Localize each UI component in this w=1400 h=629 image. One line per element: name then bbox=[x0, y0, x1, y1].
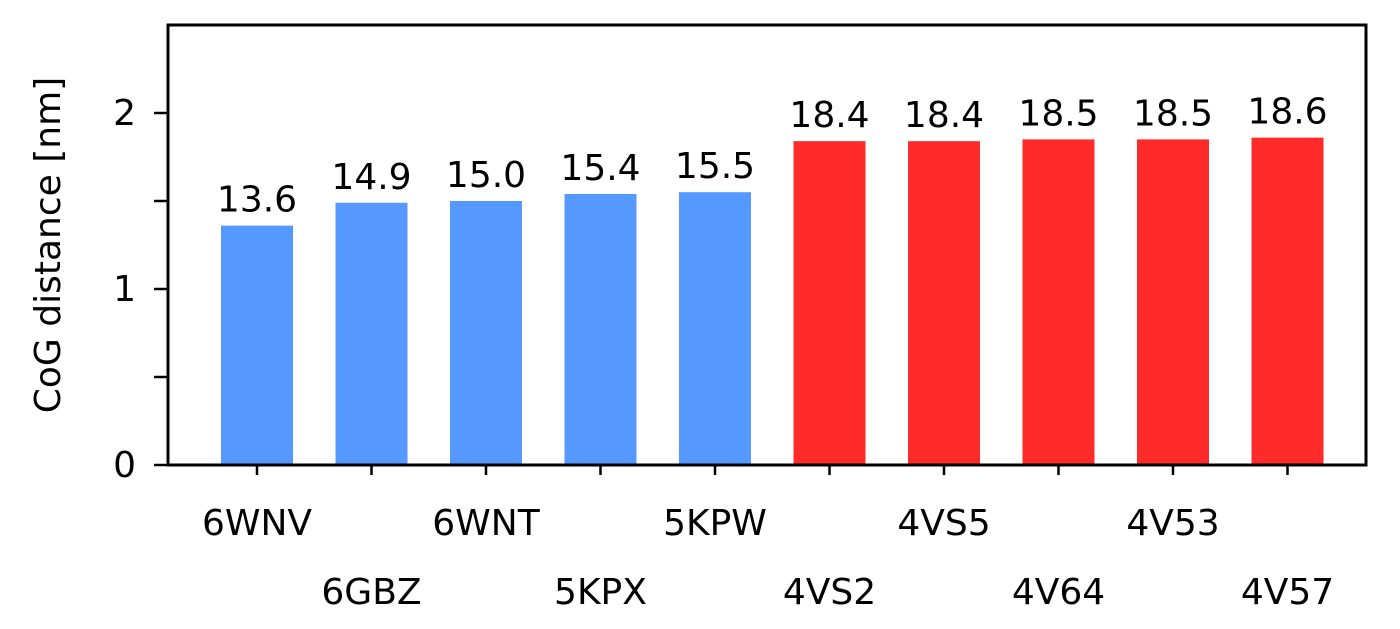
x-tick-label-4v64: 4V64 bbox=[1012, 572, 1105, 613]
x-tick-label-5kpx: 5KPX bbox=[554, 572, 647, 613]
bar-6wnv bbox=[221, 225, 293, 465]
bar-4vs5 bbox=[908, 141, 980, 465]
bar-4v57 bbox=[1251, 137, 1324, 465]
value-label-4vs2: 18.4 bbox=[789, 95, 869, 136]
y-axis-label: CoG distance [nm] bbox=[28, 77, 69, 413]
value-label-6gbz: 14.9 bbox=[331, 157, 411, 198]
y-tick-label: 2 bbox=[113, 93, 136, 134]
value-label-6wnv: 13.6 bbox=[217, 180, 297, 221]
value-label-6wnt: 15.0 bbox=[446, 155, 526, 196]
value-label-4vs5: 18.4 bbox=[904, 95, 984, 136]
bar-4v64 bbox=[1022, 139, 1095, 465]
x-tick-label-5kpw: 5KPW bbox=[663, 503, 767, 544]
bar-5kpw bbox=[679, 192, 751, 465]
x-tick-label-4vs2: 4VS2 bbox=[783, 572, 876, 613]
x-tick-label-6wnt: 6WNT bbox=[432, 503, 540, 544]
value-label-4v53: 18.5 bbox=[1133, 93, 1213, 134]
y-axis-ticks bbox=[154, 111, 168, 467]
y-tick-label: 1 bbox=[113, 269, 136, 310]
y-axis-tick-labels: 0 1 2 bbox=[113, 93, 136, 486]
x-axis-ticks bbox=[255, 465, 1289, 475]
y-tick-label: 0 bbox=[113, 445, 136, 486]
value-label-4v57: 18.6 bbox=[1247, 92, 1327, 133]
value-labels-group: 13.6 14.9 15.0 15.4 15.5 18.4 18.4 18.5 18.5 18.6 bbox=[217, 92, 1328, 221]
x-tick-label-6wnv: 6WNV bbox=[202, 503, 312, 544]
bar-6wnt bbox=[450, 201, 522, 465]
x-tick-label-4vs5: 4VS5 bbox=[897, 503, 990, 544]
x-tick-label-4v53: 4V53 bbox=[1126, 503, 1219, 544]
bars-group bbox=[221, 137, 1324, 465]
bar-4v53 bbox=[1137, 139, 1209, 465]
value-label-5kpx: 15.4 bbox=[560, 148, 640, 189]
bar-5kpx bbox=[564, 193, 637, 465]
value-label-5kpw: 15.5 bbox=[675, 146, 755, 187]
x-tick-label-6gbz: 6GBZ bbox=[321, 572, 421, 613]
bar-4vs2 bbox=[793, 141, 866, 465]
x-tick-label-4v57: 4V57 bbox=[1241, 572, 1334, 613]
plot-frame bbox=[166, 23, 1368, 467]
value-label-4v64: 18.5 bbox=[1018, 93, 1098, 134]
bar-6gbz bbox=[335, 202, 408, 465]
